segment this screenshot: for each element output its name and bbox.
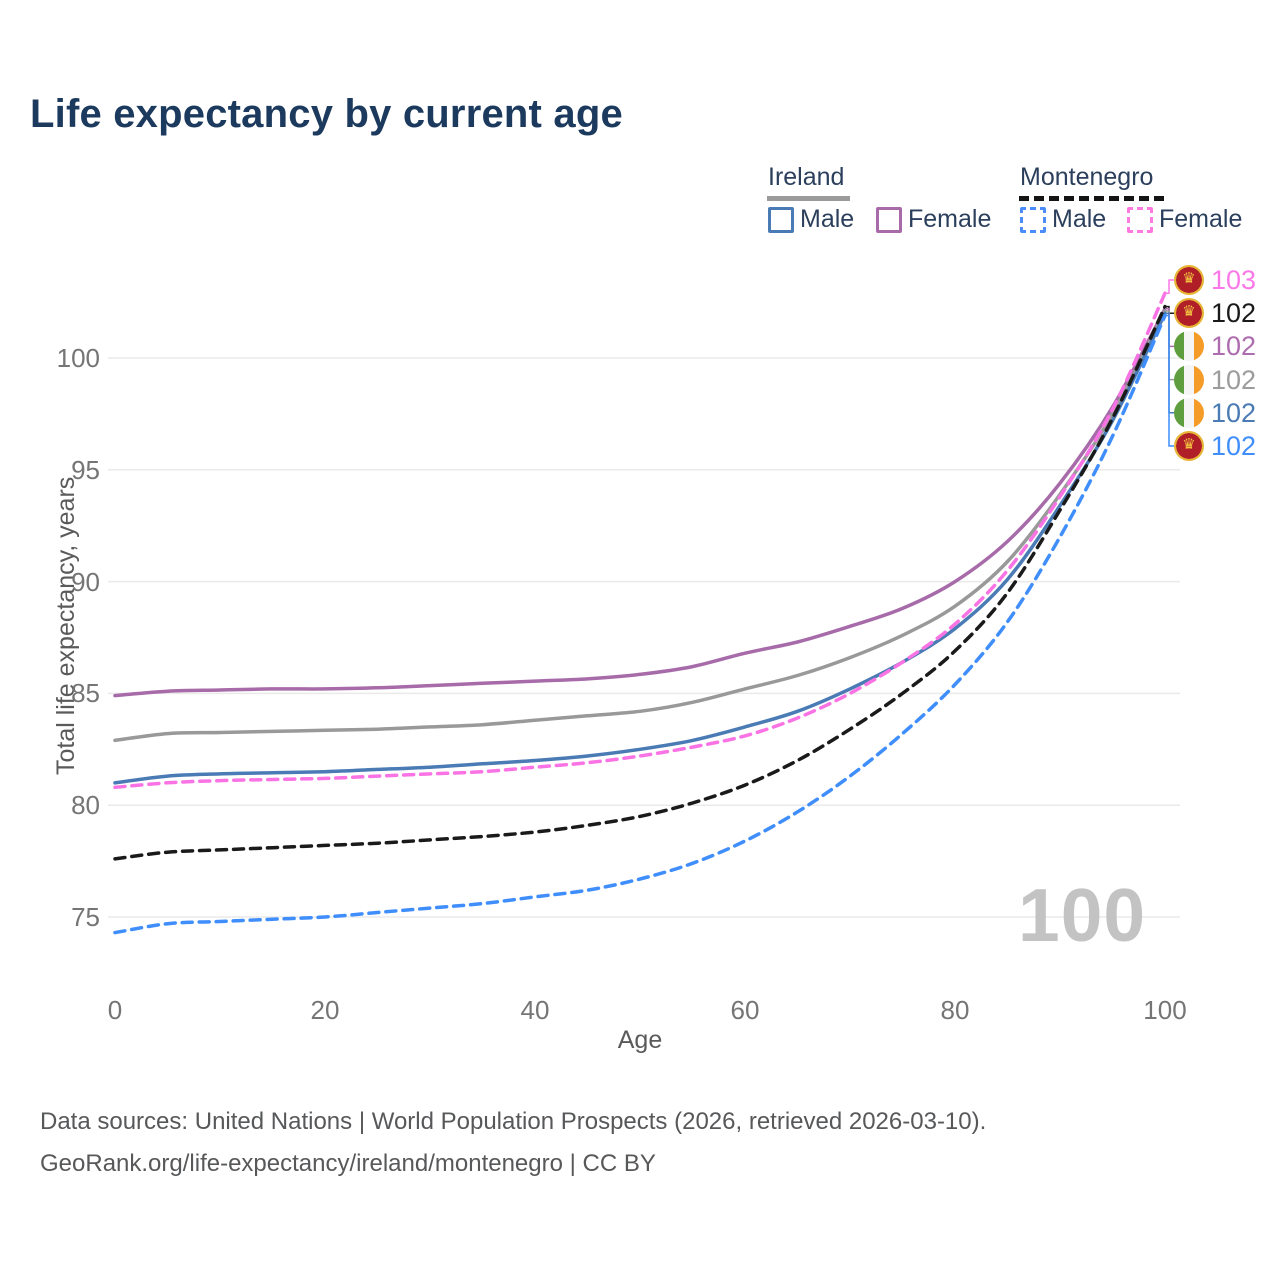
series-line-ireland-total[interactable] xyxy=(113,309,1167,743)
montenegro-flag-icon xyxy=(1174,431,1204,461)
legend-item-label: Male xyxy=(800,205,855,233)
legend-item-label: Female xyxy=(908,205,992,233)
ireland-flag-icon xyxy=(1174,364,1204,395)
series-line-montenegro-total[interactable] xyxy=(113,304,1167,861)
series-line-ireland-male[interactable] xyxy=(113,311,1167,785)
series-line-montenegro-female[interactable] xyxy=(113,291,1167,790)
y-axis-title: Total life expectancy, years xyxy=(52,476,80,775)
ireland-female-swatch-icon xyxy=(876,206,902,233)
end-label-ireland-female: 102 xyxy=(1174,331,1257,362)
series-line-ireland-female[interactable] xyxy=(113,307,1167,698)
end-label-ireland-total: 102 xyxy=(1174,364,1257,395)
series-line-montenegro-male[interactable] xyxy=(113,313,1167,935)
legend-item-ireland-male[interactable]: Male xyxy=(768,205,854,234)
footer-data-sources: Data sources: United Nations | World Pop… xyxy=(40,1108,987,1135)
y-tick-label: 75 xyxy=(71,902,100,932)
legend-item-montenegro-male[interactable]: Male xyxy=(1020,205,1106,234)
age-watermark: 100 xyxy=(1018,873,1147,957)
end-label-leader-line xyxy=(1165,314,1174,447)
x-tick-label: 100 xyxy=(1143,995,1187,1025)
legend-item-montenegro-female[interactable]: Female xyxy=(1127,205,1242,234)
y-tick-label: 85 xyxy=(71,678,100,709)
legend-item-ireland-female[interactable]: Female xyxy=(876,205,991,234)
end-label-value: 103 xyxy=(1211,265,1257,295)
x-tick-label: 40 xyxy=(520,995,550,1025)
legend-line-swatch-montenegro-total[interactable] xyxy=(1019,196,1164,201)
legend-item-label: Male xyxy=(1052,205,1107,233)
end-label-leader-line xyxy=(1165,279,1174,294)
x-tick-label: 80 xyxy=(940,995,970,1025)
end-label-montenegro-male: 102 xyxy=(1174,431,1256,461)
montenegro-female-swatch-icon xyxy=(1127,206,1153,233)
x-tick-label: 20 xyxy=(310,995,340,1025)
end-label-value: 102 xyxy=(1211,364,1257,395)
y-tick-label: 80 xyxy=(71,790,100,821)
montenegro-flag-icon xyxy=(1174,265,1204,295)
y-tick-label: 95 xyxy=(71,454,100,485)
end-label-value: 102 xyxy=(1211,431,1257,461)
legend-group-montenegro[interactable]: Montenegro xyxy=(1020,163,1154,191)
ireland-male-swatch-icon xyxy=(768,206,794,233)
x-tick-label: 0 xyxy=(107,995,123,1025)
end-label-montenegro-female: 103 xyxy=(1174,265,1256,295)
ireland-flag-icon xyxy=(1174,397,1204,428)
legend-line-swatch-ireland-total[interactable] xyxy=(767,196,850,201)
x-tick-label: 60 xyxy=(730,995,760,1025)
end-label-value: 102 xyxy=(1211,397,1257,428)
page-title: Life expectancy by current age xyxy=(30,92,623,136)
legend-group-ireland[interactable]: Ireland xyxy=(768,163,845,191)
footer-attribution: GeoRank.org/life-expectancy/ireland/mont… xyxy=(40,1150,656,1177)
end-label-montenegro-total: 102 xyxy=(1174,298,1257,329)
x-axis-title: Age xyxy=(617,1026,663,1054)
y-tick-label: 90 xyxy=(71,566,100,597)
end-label-value: 102 xyxy=(1211,331,1257,362)
end-label-ireland-male: 102 xyxy=(1174,397,1257,428)
legend-item-label: Female xyxy=(1159,205,1243,233)
montenegro-male-swatch-icon xyxy=(1020,206,1046,233)
end-label-value: 102 xyxy=(1211,298,1257,329)
montenegro-flag-icon xyxy=(1174,298,1204,329)
y-tick-label: 100 xyxy=(56,343,100,373)
ireland-flag-icon xyxy=(1174,331,1204,362)
